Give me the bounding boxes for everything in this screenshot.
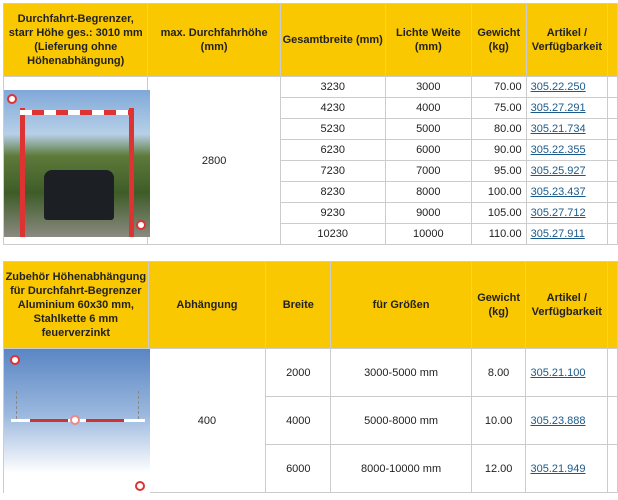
table-row: 6230 6000 90.00 305.22.355 xyxy=(4,139,618,161)
table-row: 6000 8000-10000 mm 12.00 305.21.949 xyxy=(4,444,618,493)
article-cell: 305.21.734 xyxy=(525,118,609,140)
weight-cell: 12.00 xyxy=(470,444,527,493)
max-height-cell: 2800 xyxy=(147,76,281,245)
suspension-cell: 400 xyxy=(147,348,267,493)
width-cell: 6000 xyxy=(265,444,332,493)
sizes-cell: 5000-8000 mm xyxy=(330,396,472,445)
table-row: 4000 5000-8000 mm 10.00 305.23.888 xyxy=(4,396,618,445)
clear-width-cell: 3000 xyxy=(384,76,472,98)
table-row: 7230 7000 95.00 305.25.927 xyxy=(4,160,618,182)
weight-cell: 80.00 xyxy=(470,118,527,140)
cut-cell xyxy=(607,202,618,224)
cut-cell xyxy=(607,76,618,98)
total-width-cell: 10230 xyxy=(279,223,386,245)
cut-cell xyxy=(607,223,618,245)
header-height: max. Durchfahrhöhe (mm) xyxy=(147,3,281,77)
cut-cell xyxy=(607,139,618,161)
total-width-cell: 5230 xyxy=(279,118,386,140)
width-cell: 4000 xyxy=(265,396,332,445)
accessory-table: Zubehör Höhenabhängung für Durchfahrt-Be… xyxy=(3,261,618,495)
header-article: Artikel / Verfügbarkeit xyxy=(525,3,609,77)
weight-cell: 100.00 xyxy=(470,181,527,203)
total-width-cell: 4230 xyxy=(279,97,386,119)
cut-cell xyxy=(607,348,618,397)
article-link[interactable]: 305.22.355 xyxy=(530,144,586,156)
width-cell: 2000 xyxy=(265,348,332,397)
cut-cell xyxy=(607,444,618,493)
article-cell: 305.22.250 xyxy=(525,76,609,98)
header-cut xyxy=(607,261,618,349)
header-suspension: Abhängung xyxy=(147,261,267,349)
suspension-image xyxy=(3,348,150,495)
article-cell: 305.25.927 xyxy=(525,160,609,182)
weight-cell: 10.00 xyxy=(470,396,527,445)
weight-cell: 95.00 xyxy=(470,160,527,182)
total-width-cell: 7230 xyxy=(279,160,386,182)
article-cell: 305.21.949 xyxy=(525,444,609,493)
clear-width-cell: 5000 xyxy=(384,118,472,140)
clear-width-cell: 6000 xyxy=(384,139,472,161)
header-total-width: Gesamtbreite (mm) xyxy=(279,3,386,77)
article-link[interactable]: 305.25.927 xyxy=(530,165,586,177)
cut-cell xyxy=(607,97,618,119)
clear-width-cell: 8000 xyxy=(384,181,472,203)
header-width: Breite xyxy=(265,261,332,349)
cut-cell xyxy=(607,118,618,140)
table-row: 4230 4000 75.00 305.27.291 xyxy=(4,97,618,119)
header-sizes: für Größen xyxy=(330,261,472,349)
header-cut xyxy=(607,3,618,77)
total-width-cell: 8230 xyxy=(279,181,386,203)
table-row: 10230 10000 110.00 305.27.911 xyxy=(4,223,618,245)
article-link[interactable]: 305.27.291 xyxy=(530,102,586,114)
clear-width-cell: 7000 xyxy=(384,160,472,182)
weight-cell: 70.00 xyxy=(470,76,527,98)
cut-cell xyxy=(607,160,618,182)
article-link[interactable]: 305.21.100 xyxy=(530,366,586,379)
total-width-cell: 3230 xyxy=(279,76,386,98)
total-width-cell: 6230 xyxy=(279,139,386,161)
article-cell: 305.21.100 xyxy=(525,348,609,397)
table-row: 9230 9000 105.00 305.27.712 xyxy=(4,202,618,224)
weight-cell: 90.00 xyxy=(470,139,527,161)
weight-cell: 8.00 xyxy=(470,348,527,397)
header-weight: Gewicht (kg) xyxy=(470,261,527,349)
article-link[interactable]: 305.21.734 xyxy=(530,123,586,135)
clear-width-cell: 9000 xyxy=(384,202,472,224)
barrier-table: Durchfahrt-Begrenzer, starr Höhe ges.: 3… xyxy=(2,3,618,245)
table-row: 5230 5000 80.00 305.21.734 xyxy=(4,118,618,140)
article-link[interactable]: 305.23.437 xyxy=(530,186,586,198)
total-width-cell: 9230 xyxy=(279,202,386,224)
table-row: 8230 8000 100.00 305.23.437 xyxy=(4,181,618,203)
clear-width-cell: 10000 xyxy=(384,223,472,245)
article-cell: 305.23.437 xyxy=(525,181,609,203)
clear-width-cell: 4000 xyxy=(384,97,472,119)
article-link[interactable]: 305.22.250 xyxy=(530,81,586,93)
article-cell: 305.27.911 xyxy=(525,223,609,245)
article-cell: 305.22.355 xyxy=(525,139,609,161)
sizes-cell: 3000-5000 mm xyxy=(330,348,472,397)
sizes-cell: 8000-10000 mm xyxy=(330,444,472,493)
header-clear-width: Lichte Weite (mm) xyxy=(384,3,472,77)
cut-cell xyxy=(607,396,618,445)
weight-cell: 105.00 xyxy=(470,202,527,224)
article-link[interactable]: 305.23.888 xyxy=(530,414,586,427)
weight-cell: 110.00 xyxy=(470,223,527,245)
article-link[interactable]: 305.27.911 xyxy=(530,228,585,240)
article-link[interactable]: 305.27.712 xyxy=(530,207,586,219)
header-accessory: Zubehör Höhenabhängung für Durchfahrt-Be… xyxy=(3,261,149,349)
weight-cell: 75.00 xyxy=(470,97,527,119)
article-cell: 305.27.712 xyxy=(525,202,609,224)
table-row: 400 2000 3000-5000 mm 8.00 305.21.100 xyxy=(3,348,618,495)
header-article: Artikel / Verfügbarkeit xyxy=(525,261,609,349)
barrier-photo xyxy=(2,76,150,245)
article-cell: 305.23.888 xyxy=(525,396,609,445)
header-weight: Gewicht (kg) xyxy=(470,3,527,77)
article-link[interactable]: 305.21.949 xyxy=(530,462,586,475)
article-cell: 305.27.291 xyxy=(525,97,609,119)
cut-cell xyxy=(607,181,618,203)
header-product: Durchfahrt-Begrenzer, starr Höhe ges.: 3… xyxy=(2,3,149,77)
table-row: 2800 3230 3000 70.00 305.22.250 xyxy=(2,76,618,245)
